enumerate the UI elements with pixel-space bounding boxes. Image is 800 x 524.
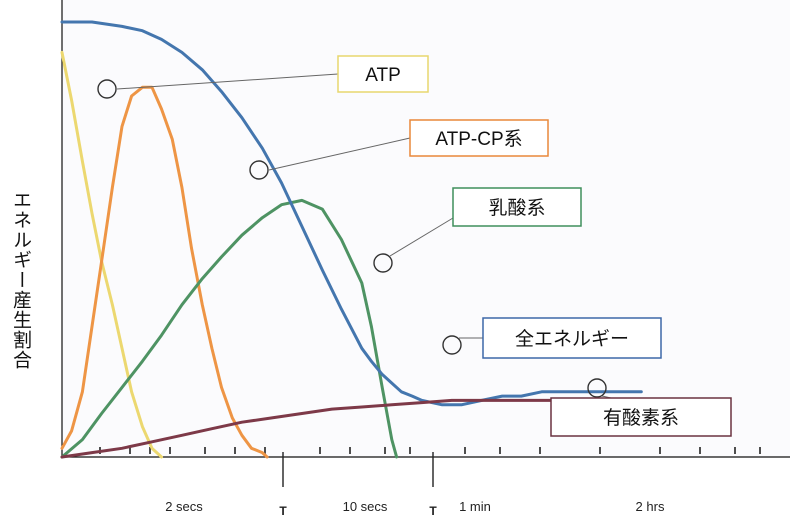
x-tick-label-2: 10 secs bbox=[343, 499, 388, 514]
legend-box-4 bbox=[550, 397, 732, 437]
x-tick-label-3: T bbox=[429, 504, 437, 518]
curve-marker-1 bbox=[249, 160, 269, 180]
series-line-1 bbox=[60, 85, 269, 459]
x-tick-label-1: T bbox=[279, 504, 287, 518]
legend-label-0: ATP bbox=[365, 65, 401, 86]
series-line-0 bbox=[60, 50, 163, 459]
series-line-3 bbox=[60, 20, 643, 407]
leader-line-1 bbox=[268, 137, 411, 171]
y-axis-label: エネルギー産生割合 bbox=[10, 190, 31, 370]
curve-marker-3 bbox=[442, 335, 462, 355]
curve-marker-4 bbox=[587, 378, 607, 398]
legend-label-1: ATP-CP系 bbox=[435, 128, 522, 150]
leader-line-0 bbox=[116, 73, 339, 90]
x-tick-label-5: 2 hrs bbox=[636, 499, 665, 514]
series-line-2 bbox=[60, 198, 399, 459]
legend-box-2 bbox=[452, 187, 582, 227]
legend-label-2: 乳酸系 bbox=[488, 197, 545, 219]
legend-label-4: 有酸素系 bbox=[603, 407, 679, 429]
legend-box-3 bbox=[482, 317, 662, 359]
leader-line-2 bbox=[389, 217, 454, 257]
legend-label-3: 全エネルギー bbox=[515, 328, 629, 350]
curve-marker-2 bbox=[373, 253, 393, 273]
x-tick-label-4: 1 min bbox=[459, 499, 491, 514]
x-tick-label-0: 2 secs bbox=[165, 499, 203, 514]
legend-box-1 bbox=[409, 119, 549, 157]
legend-box-0 bbox=[337, 55, 429, 93]
curve-marker-0 bbox=[97, 79, 117, 99]
